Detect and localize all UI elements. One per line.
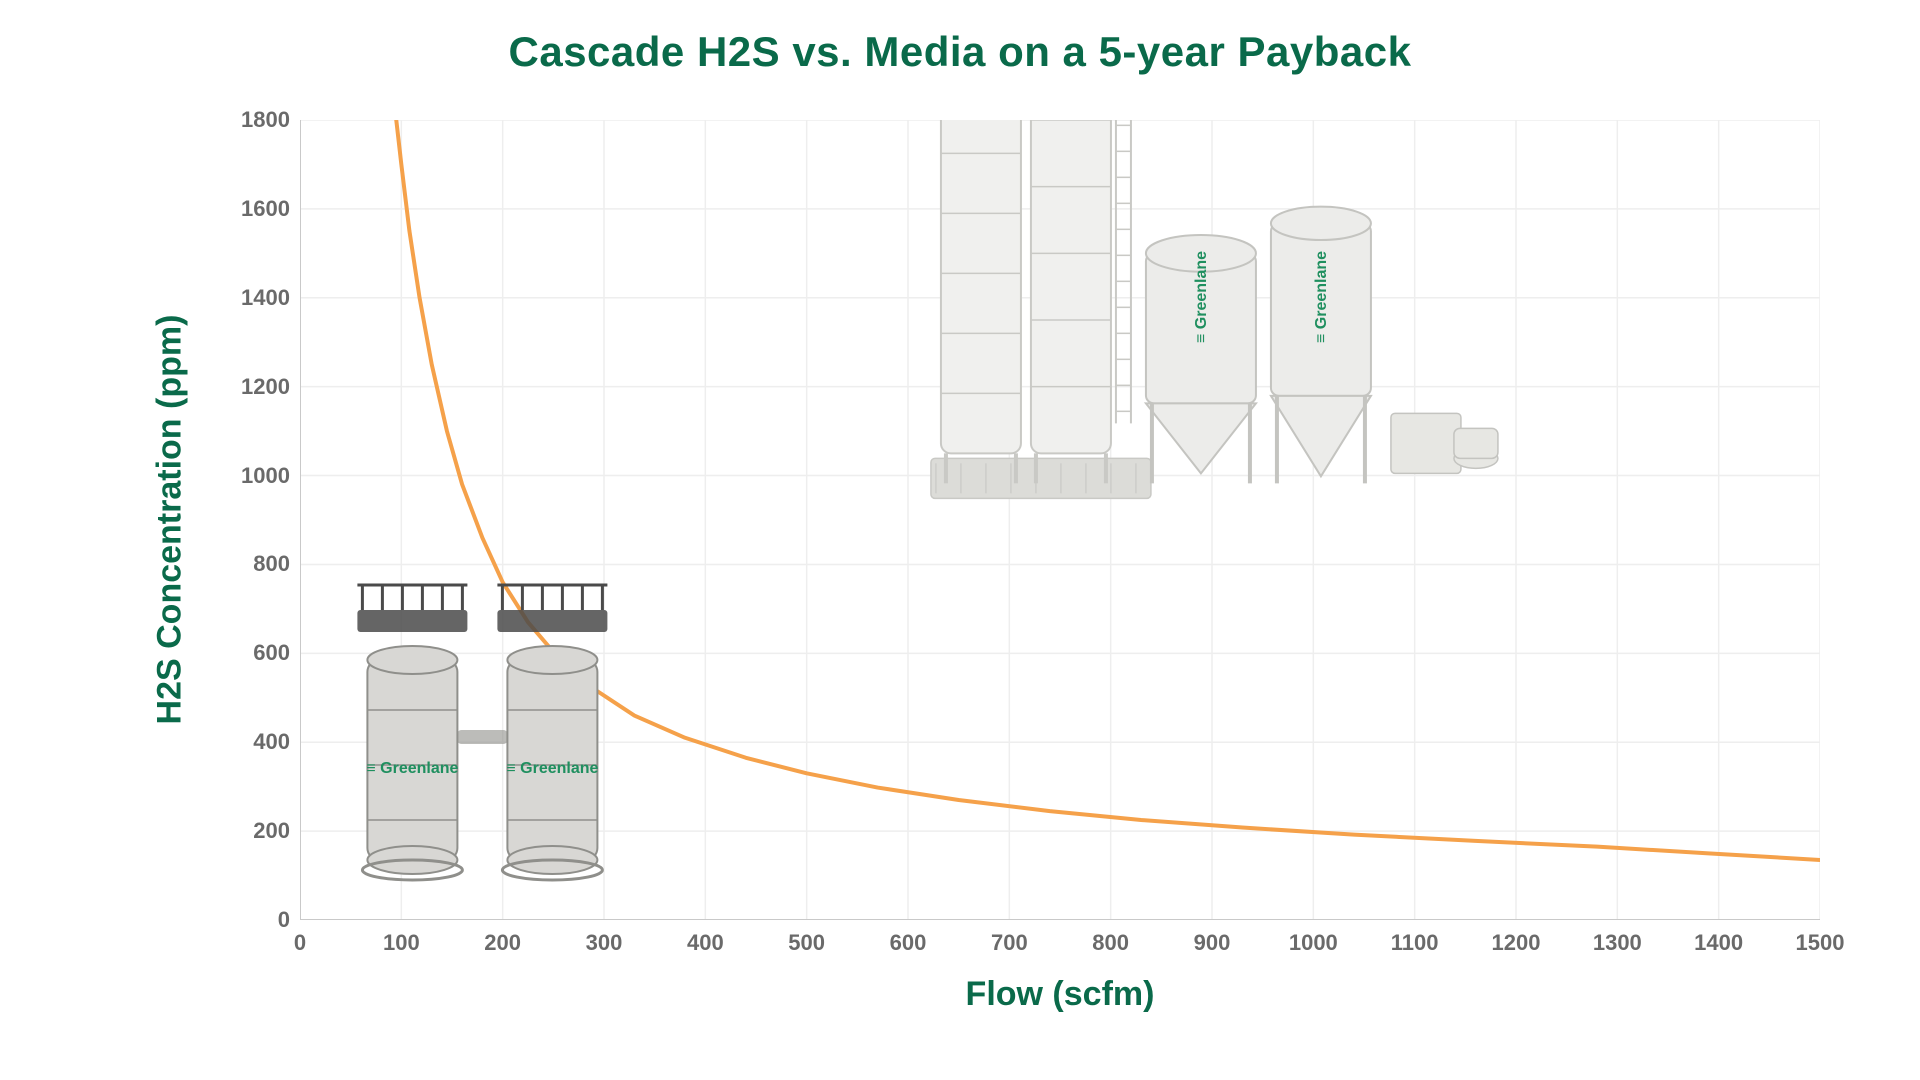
equipment-large-brand: ≡ Greenlane [1193,251,1211,343]
y-axis-label: H2S Concentration (ppm) [151,270,190,770]
plot-area: H2S Concentration (ppm) Flow (scfm) 0100… [300,120,1820,920]
y-tick-label: 1800 [240,107,290,133]
y-tick-label: 1200 [240,374,290,400]
x-tick-label: 1300 [1593,930,1642,956]
x-tick-label: 600 [890,930,927,956]
y-tick-label: 1000 [240,463,290,489]
equipment-small-brand: ≡ Greenlane [362,760,462,778]
x-tick-label: 1100 [1391,930,1439,956]
plot-svg [300,120,1820,920]
equipment-large-brand: ≡ Greenlane [1313,251,1331,343]
chart-title: Cascade H2S vs. Media on a 5-year Paybac… [0,28,1920,76]
x-tick-label: 1400 [1694,930,1743,956]
y-tick-label: 400 [240,729,290,755]
y-tick-label: 800 [240,551,290,577]
x-tick-label: 1000 [1289,930,1338,956]
y-tick-label: 200 [240,818,290,844]
x-tick-label: 700 [991,930,1028,956]
x-tick-label: 900 [1194,930,1231,956]
y-tick-label: 1400 [240,285,290,311]
x-tick-label: 0 [294,930,306,956]
x-tick-label: 800 [1092,930,1129,956]
equipment-small-brand: ≡ Greenlane [502,760,602,778]
x-tick-label: 400 [687,930,724,956]
x-tick-label: 300 [586,930,623,956]
x-axis-label: Flow (scfm) [300,975,1820,1014]
y-tick-label: 1600 [240,196,290,222]
x-tick-label: 1200 [1492,930,1541,956]
x-tick-label: 200 [484,930,521,956]
x-tick-label: 500 [788,930,825,956]
x-tick-label: 100 [383,930,420,956]
y-tick-label: 0 [240,907,290,933]
x-tick-label: 1500 [1796,930,1845,956]
y-tick-label: 600 [240,640,290,666]
